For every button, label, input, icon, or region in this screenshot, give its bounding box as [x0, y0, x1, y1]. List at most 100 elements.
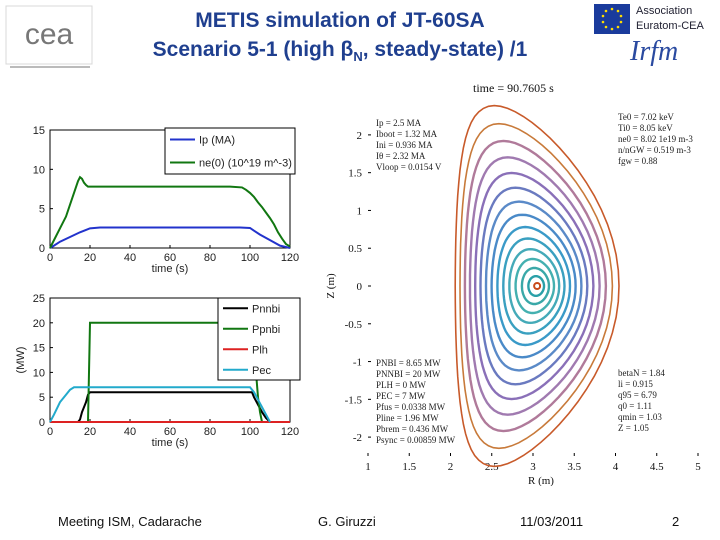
equilibrium-title: time = 90.7605 s: [473, 81, 554, 95]
cea-logo-text: cea: [25, 18, 74, 51]
x-tick-label: 4.5: [650, 461, 664, 473]
flux-surface: [527, 275, 546, 297]
flux-surface: [468, 156, 601, 416]
y-tick-label: 25: [33, 293, 45, 305]
annotation-top-left: Iboot = 1.32 MA: [376, 129, 438, 139]
flux-surface: [459, 122, 614, 450]
irfm-logo: Irfm: [630, 36, 679, 67]
flux-surface: [454, 104, 620, 468]
annotation-bottom-left: Psync = 0.00859 MW: [376, 435, 456, 445]
annotation-top-left: Vloop = 0.0154 V: [376, 162, 442, 172]
flux-surface: [473, 171, 595, 401]
footer-event: Meeting ISM, Cadarache: [58, 514, 202, 529]
y-axis-label: Z (m): [325, 273, 337, 299]
x-tick-label: 120: [281, 252, 299, 264]
y-tick-label: 0: [357, 281, 363, 293]
legend-label: Ppnbi: [252, 324, 280, 336]
annotation-top-left: Ip = 2.5 MA: [376, 118, 422, 128]
annotation-top-right: n/nGW = 0.519 m-3: [618, 145, 691, 155]
x-tick-label: 2.5: [485, 461, 499, 473]
x-axis-label: time (s): [152, 437, 189, 449]
y-tick-label: 20: [33, 318, 45, 330]
y-tick-label: 1.5: [348, 168, 362, 180]
x-tick-label: 2: [448, 461, 454, 473]
annotation-bottom-left: PLH = 0 MW: [376, 380, 426, 390]
flux-surface: [463, 139, 608, 433]
annotation-top-right: Te0 = 7.02 keV: [618, 112, 674, 122]
x-tick-label: 120: [281, 426, 299, 438]
legend-label: Plh: [252, 344, 268, 356]
annotation-top-right: fgw = 0.88: [618, 156, 658, 166]
series-line-pec: [49, 386, 271, 423]
x-tick-label: 5: [695, 461, 701, 473]
x-tick-label: 100: [241, 252, 259, 264]
y-tick-label: -0.5: [345, 319, 363, 331]
y-tick-label: 5: [39, 204, 45, 216]
x-tick-label: 40: [124, 426, 136, 438]
legend-label: Pec: [252, 365, 271, 377]
x-tick-label: 0: [47, 426, 53, 438]
x-tick-label: 1: [365, 461, 371, 473]
annotation-bottom-right: q95 = 6.79: [618, 390, 657, 400]
x-tick-label: 20: [84, 426, 96, 438]
flux-surface: [502, 237, 566, 335]
y-tick-label: 10: [33, 367, 45, 379]
equilibrium-flux-surfaces-chart: time = 90.7605 s 1 1.5 2 2.5 3 3.5 4 4.5 5 -2 -1.5 -…: [325, 81, 701, 486]
flux-surface: [490, 213, 577, 359]
annotation-bottom-left: Pfus = 0.0338 MW: [376, 402, 446, 412]
x-tick-label: 20: [84, 252, 96, 264]
x-tick-label: 60: [164, 252, 176, 264]
y-tick-label: 0: [39, 243, 45, 255]
annotation-bottom-left: PNBI = 8.65 MW: [376, 358, 441, 368]
annotation-top-right: ne0 = 8.02 1e19 m-3: [618, 134, 693, 144]
x-tick-label: 4: [613, 461, 619, 473]
footer-date: 11/03/2011: [520, 514, 584, 529]
footer-page-number: 2: [672, 514, 680, 529]
cea-logo: cea: [4, 4, 96, 70]
annotation-bottom-right: li = 0.915: [618, 379, 653, 389]
y-tick-label: 1: [357, 205, 363, 217]
legend-box: [217, 297, 301, 381]
annotation-top-left: Ini = 0.936 MA: [376, 140, 433, 150]
flux-surface: [514, 257, 556, 315]
annotation-bottom-right: Z = 1.05: [618, 423, 649, 433]
y-tick-label: 15: [33, 343, 45, 355]
annotation-bottom-right: qmin = 1.03: [618, 412, 662, 422]
y-tick-label: 5: [39, 392, 45, 404]
annotation-bottom-left: Pbrem = 0.436 MW: [376, 424, 449, 434]
series-line-ip: [49, 226, 291, 249]
annotation-top-left: Iθ = 2.32 MA: [376, 151, 426, 161]
flux-surface: [508, 247, 561, 325]
y-tick-label: 2: [357, 130, 363, 142]
title-line-1: METIS simulation of JT-60SA: [195, 9, 485, 32]
x-tick-label: 100: [241, 426, 259, 438]
annotation-bottom-left: Pline = 1.96 MW: [376, 413, 439, 423]
annotation-bottom-left: PEC = 7 MW: [376, 391, 426, 401]
title-line-2: Scenario 5-1 (high βN, steady-state) /1: [152, 38, 528, 65]
y-tick-label: -2: [353, 432, 362, 444]
legend-box: [164, 127, 296, 175]
series-line-ne(0): [49, 175, 291, 249]
x-tick-label: 1.5: [402, 461, 416, 473]
flux-surface: [496, 225, 572, 347]
y-tick-label: 10: [33, 164, 45, 176]
annotation-bottom-left: PNNBI = 20 MW: [376, 369, 441, 379]
legend-label: Ip (MA): [199, 135, 235, 147]
x-tick-label: 80: [204, 426, 216, 438]
x-axis-label: time (s): [152, 263, 189, 275]
y-axis-label: (MW): [15, 347, 27, 374]
legend-label: ne(0) (10^19 m^-3): [199, 158, 292, 170]
x-tick-label: 3: [530, 461, 536, 473]
flux-surface: [479, 186, 589, 386]
annotation-bottom-right: betaN = 1.84: [618, 368, 665, 378]
flux-surface: [520, 266, 551, 306]
y-tick-label: 15: [33, 125, 45, 137]
x-tick-label: 0: [47, 252, 53, 264]
series-line-pnnbi: [50, 391, 271, 423]
euratom-cea-label: Euratom-CEA: [636, 20, 704, 32]
annotation-top-right: Ti0 = 8.05 keV: [618, 123, 673, 133]
euratom-logo-block: Association Euratom-CEA Irfm: [592, 2, 720, 74]
annotation-bottom-right: q0 = 1.11: [618, 401, 652, 411]
heating-power-chart: 0 20 40 60 80 100 120 0 5 10 15 20 25 time (s) (MW) Pnn…: [15, 293, 301, 449]
association-label: Association: [636, 5, 693, 17]
